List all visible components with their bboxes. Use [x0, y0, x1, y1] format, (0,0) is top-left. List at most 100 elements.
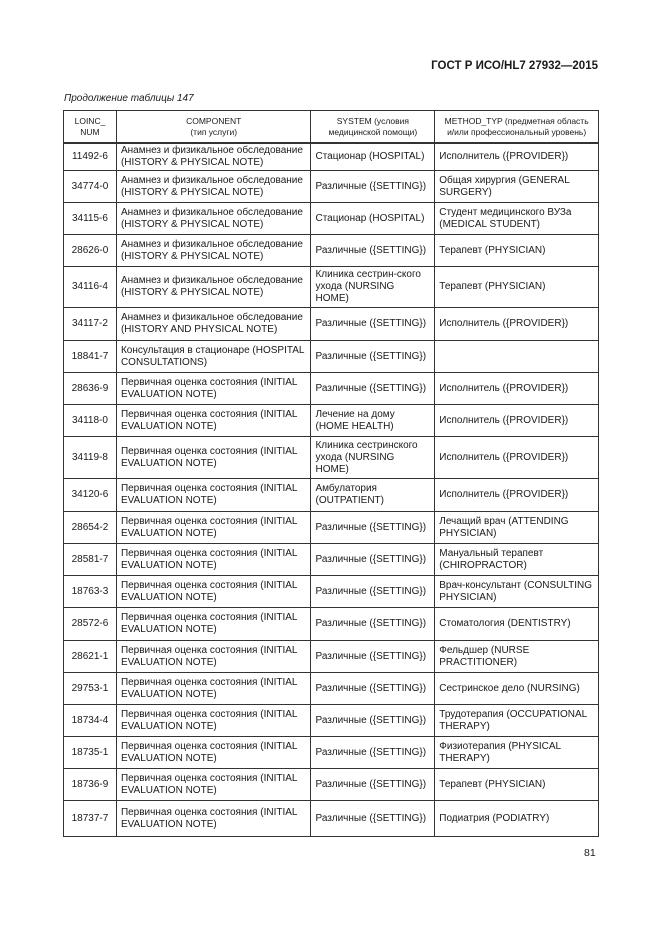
cell-system: Различные ({SETTING}): [310, 704, 436, 737]
cell-component: Первичная оценка состояния (INITIAL EVAL…: [115, 736, 312, 769]
cell-loinc-num: 34119-8: [63, 436, 117, 479]
table-row: 28626-0 Анамнез и физикальное обследовани…: [63, 234, 599, 267]
cell-component: Первичная оценка состояния (INITIAL EVAL…: [115, 575, 312, 608]
cell-system: Различные ({SETTING}): [310, 234, 436, 267]
cell-method-typ: Исполнитель ({PROVIDER}): [434, 142, 599, 171]
cell-component: Анамнез и физикальное обследование (HIST…: [115, 202, 312, 235]
cell-component: Первичная оценка состояния (INITIAL EVAL…: [115, 543, 312, 576]
cell-component: Анамнез и физикальное обследование (HIST…: [115, 266, 312, 308]
cell-loinc-num: 18735-1: [63, 736, 117, 769]
table-row: 34115-6 Анамнез и физикальное обследовани…: [63, 202, 599, 235]
cell-component: Первичная оценка состояния (INITIAL EVAL…: [115, 511, 312, 544]
cell-method-typ: Общая хирургия (GENERAL SURGERY): [434, 170, 599, 203]
table-row: 18763-3 Первичная оценка состояния (INITI…: [63, 575, 599, 608]
cell-system: Различные ({SETTING}): [310, 372, 436, 405]
cell-loinc-num: 18737-7: [63, 800, 117, 837]
cell-loinc-num: 28626-0: [63, 234, 117, 267]
cell-system: Различные ({SETTING}): [310, 736, 436, 769]
column-header-component: COMPONENT (тип услуги): [115, 110, 312, 144]
table-row: 29753-1 Первичная оценка состояния (INITI…: [63, 672, 599, 705]
cell-method-typ: Лечащий врач (ATTENDING PHYSICIAN): [434, 511, 599, 544]
cell-system: Амбулатория (OUTPATIENT): [310, 478, 436, 512]
cell-system: Лечение на дому (HOME HEALTH): [310, 404, 436, 437]
table-row: 28581-7 Первичная оценка состояния (INITI…: [63, 543, 599, 576]
cell-component: Первичная оценка состояния (INITIAL EVAL…: [115, 704, 312, 737]
cell-component: Первичная оценка состояния (INITIAL EVAL…: [115, 372, 312, 405]
cell-system: Различные ({SETTING}): [310, 307, 436, 341]
table-row: 18736-9 Первичная оценка состояния (INITI…: [63, 768, 599, 801]
cell-loinc-num: 34774-0: [63, 170, 117, 203]
cell-system: Различные ({SETTING}): [310, 575, 436, 608]
table-row: 18735-1 Первичная оценка состояния (INITI…: [63, 736, 599, 769]
cell-method-typ: Сестринское дело (NURSING): [434, 672, 599, 705]
cell-loinc-num: 18734-4: [63, 704, 117, 737]
column-header-line: и/или профессиональный уровень): [447, 126, 587, 137]
cell-loinc-num: 34118-0: [63, 404, 117, 437]
cell-component: Первичная оценка состояния (INITIAL EVAL…: [115, 800, 312, 837]
cell-system: Стационар (HOSPITAL): [310, 202, 436, 235]
cell-method-typ: Исполнитель ({PROVIDER}): [434, 307, 599, 341]
column-header-line: медицинской помощи): [328, 126, 418, 137]
cell-system: Различные ({SETTING}): [310, 768, 436, 801]
cell-component: Первичная оценка состояния (INITIAL EVAL…: [115, 436, 312, 479]
cell-system: Различные ({SETTING}): [310, 543, 436, 576]
cell-method-typ: Терапевт (PHYSICIAN): [434, 234, 599, 267]
cell-method-typ: Стоматология (DENTISTRY): [434, 607, 599, 641]
column-header-system: SYSTEM (условия медицинской помощи): [310, 110, 436, 144]
column-header-line: COMPONENT: [186, 116, 242, 127]
page-number: 81: [584, 847, 596, 859]
cell-loinc-num: 28654-2: [63, 511, 117, 544]
cell-component: Анамнез и физикальное обследование (HIST…: [115, 142, 312, 171]
cell-component: Первичная оценка состояния (INITIAL EVAL…: [115, 672, 312, 705]
cell-method-typ: [434, 340, 599, 373]
cell-loinc-num: 18841-7: [63, 340, 117, 373]
cell-loinc-num: 28636-9: [63, 372, 117, 405]
cell-component: Первичная оценка состояния (INITIAL EVAL…: [115, 404, 312, 437]
cell-loinc-num: 18736-9: [63, 768, 117, 801]
column-header-loinc-num: LOINC_ NUM: [63, 110, 117, 144]
cell-system: Различные ({SETTING}): [310, 170, 436, 203]
cell-method-typ: Трудотерапия (OCCUPATIONAL THERAPY): [434, 704, 599, 737]
cell-method-typ: Исполнитель ({PROVIDER}): [434, 372, 599, 405]
table-row: 34118-0 Первичная оценка состояния (INITI…: [63, 404, 599, 437]
table-row: 11492-6 Анамнез и физикальное обследовани…: [63, 142, 599, 171]
column-header-line: NUM: [80, 126, 100, 137]
cell-loinc-num: 11492-6: [63, 142, 117, 171]
cell-system: Различные ({SETTING}): [310, 511, 436, 544]
column-header-line: SYSTEM (условия: [336, 116, 409, 127]
table-caption: Продолжение таблицы 147: [64, 93, 194, 104]
cell-component: Первичная оценка состояния (INITIAL EVAL…: [115, 607, 312, 641]
cell-method-typ: Физиотерапия (PHYSICAL THERAPY): [434, 736, 599, 769]
table-row: 28636-9 Первичная оценка состояния (INITI…: [63, 372, 599, 405]
cell-component: Первичная оценка состояния (INITIAL EVAL…: [115, 640, 312, 673]
cell-system: Различные ({SETTING}): [310, 800, 436, 837]
cell-component: Анамнез и физикальное обследование (HIST…: [115, 307, 312, 341]
cell-method-typ: Подиатрия (PODIATRY): [434, 800, 599, 837]
column-header-line: (тип услуги): [190, 126, 238, 137]
cell-method-typ: Исполнитель ({PROVIDER}): [434, 436, 599, 479]
table-row: 18841-7 Консультация в стационаре (HOSPIT…: [63, 340, 599, 373]
document-header: ГОСТ Р ИСО/HL7 27932—2015: [431, 60, 598, 72]
table-row: 34117-2 Анамнез и физикальное обследовани…: [63, 307, 599, 341]
column-header-line: METHOD_TYP (предметная область: [444, 116, 589, 127]
table-row: 18734-4 Первичная оценка состояния (INITI…: [63, 704, 599, 737]
cell-loinc-num: 28581-7: [63, 543, 117, 576]
cell-system: Клиника сестринского ухода (NURSING HOME…: [310, 436, 436, 479]
cell-system: Различные ({SETTING}): [310, 672, 436, 705]
table-row: 34116-4 Анамнез и физикальное обследовани…: [63, 266, 599, 308]
table-row: 28572-6 Первичная оценка состояния (INITI…: [63, 607, 599, 641]
table-row: 34120-6 Первичная оценка состояния (INITI…: [63, 478, 599, 512]
table-body: 11492-6 Анамнез и физикальное обследовани…: [63, 142, 599, 837]
cell-method-typ: Исполнитель ({PROVIDER}): [434, 404, 599, 437]
cell-system: Клиника сестрин-ского ухода (NURSING HOM…: [310, 266, 436, 308]
cell-loinc-num: 18763-3: [63, 575, 117, 608]
cell-method-typ: Фельдшер (NURSE PRACTITIONER): [434, 640, 599, 673]
cell-method-typ: Исполнитель ({PROVIDER}): [434, 478, 599, 512]
cell-loinc-num: 34117-2: [63, 307, 117, 341]
cell-method-typ: Мануальный терапевт (CHIROPRACTOR): [434, 543, 599, 576]
cell-loinc-num: 34116-4: [63, 266, 117, 308]
cell-system: Стационар (HOSPITAL): [310, 142, 436, 171]
cell-loinc-num: 29753-1: [63, 672, 117, 705]
cell-method-typ: Врач-консультант (CONSULTING PHYSICIAN): [434, 575, 599, 608]
